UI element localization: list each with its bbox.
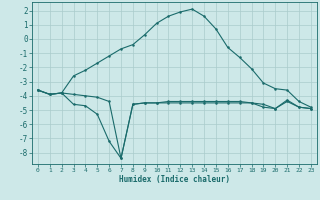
X-axis label: Humidex (Indice chaleur): Humidex (Indice chaleur) bbox=[119, 175, 230, 184]
